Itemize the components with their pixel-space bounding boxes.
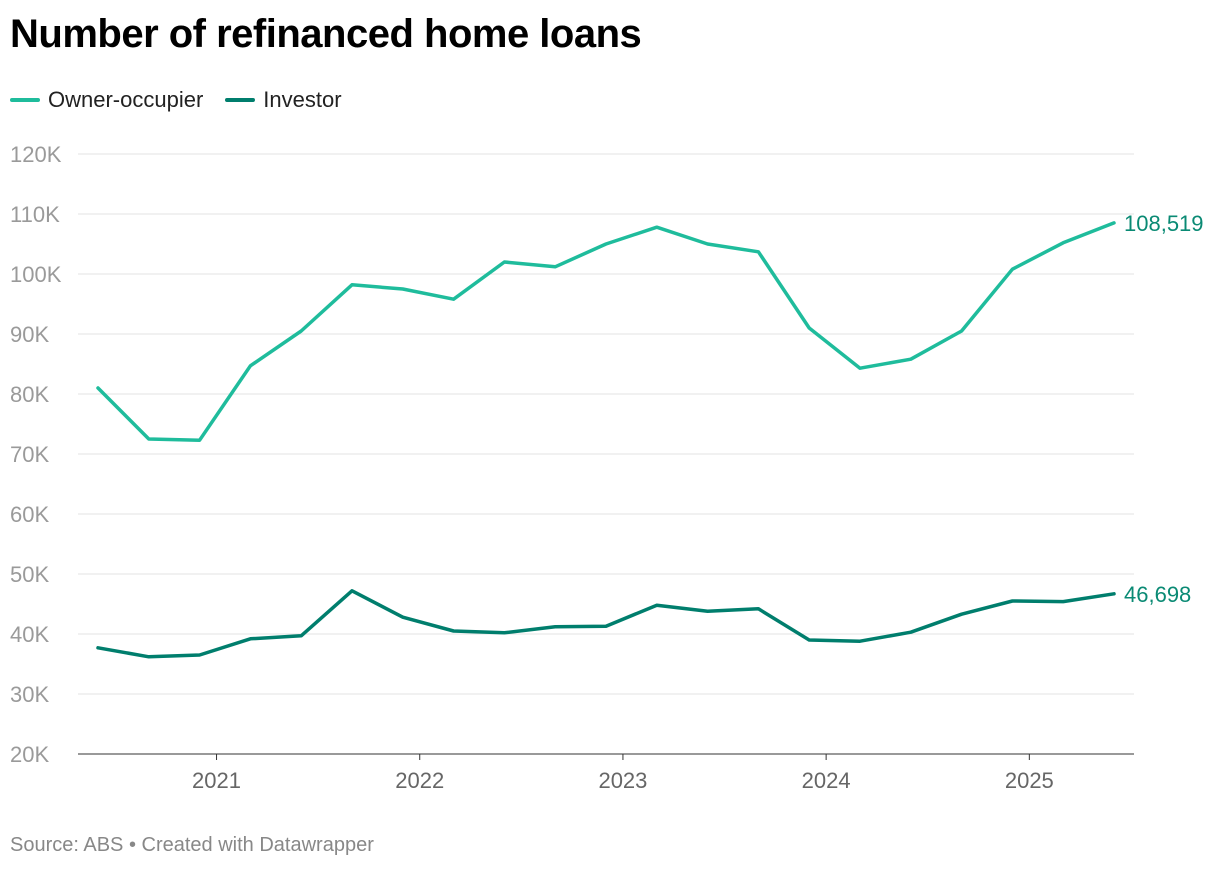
source-footer: Source: ABS • Created with Datawrapper <box>10 834 374 856</box>
legend-swatch-owner-occupier <box>10 98 40 102</box>
y-tick-label: 120K <box>10 142 62 167</box>
end-value-label: 108,519 <box>1124 211 1204 236</box>
legend-item-investor: Investor <box>225 87 342 113</box>
x-tick-label: 2021 <box>192 768 241 793</box>
legend-item-owner-occupier: Owner-occupier <box>10 87 203 113</box>
x-tick-label: 2024 <box>802 768 851 793</box>
y-tick-label: 60K <box>10 502 49 527</box>
y-tick-label: 90K <box>10 322 49 347</box>
legend: Owner-occupier Investor <box>10 87 342 113</box>
series-line-investor <box>96 589 1116 659</box>
end-value-label: 46,698 <box>1124 582 1191 607</box>
legend-label-investor: Investor <box>263 87 342 112</box>
y-tick-label: 70K <box>10 442 49 467</box>
legend-label-owner-occupier: Owner-occupier <box>48 87 204 112</box>
y-tick-label: 40K <box>10 622 49 647</box>
x-tick-label: 2023 <box>598 768 647 793</box>
y-tick-label: 110K <box>10 202 60 227</box>
y-tick-label: 100K <box>10 262 62 287</box>
x-tick-label: 2022 <box>395 768 444 793</box>
x-tick-label: 2025 <box>1005 768 1054 793</box>
y-tick-label: 50K <box>10 562 49 587</box>
series-line-owner-occupier <box>96 221 1116 442</box>
legend-swatch-investor <box>225 98 256 102</box>
chart-title: Number of refinanced home loans <box>10 12 642 56</box>
y-tick-label: 80K <box>10 382 49 407</box>
y-tick-label: 30K <box>10 682 49 707</box>
y-tick-label: 20K <box>10 742 49 767</box>
